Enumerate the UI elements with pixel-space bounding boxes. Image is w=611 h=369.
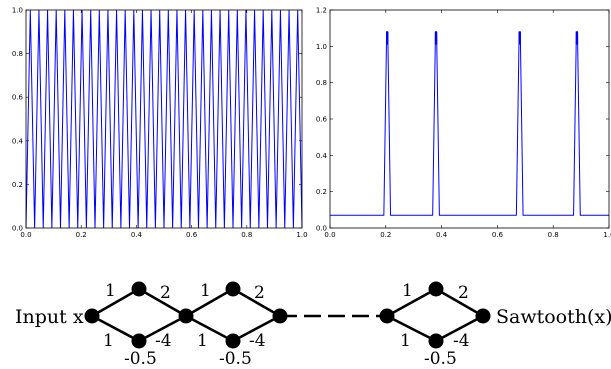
network-nodes xyxy=(84,281,491,349)
x-tick-label: 0.4 xyxy=(131,231,143,239)
sawtooth-series-line xyxy=(25,9,303,229)
plot-frame xyxy=(329,9,610,229)
y-tick-label: 0.6 xyxy=(12,94,24,102)
y-tick-label: 1.2 xyxy=(316,7,327,15)
network-edges xyxy=(91,287,484,343)
spike-series-line xyxy=(329,31,609,216)
x-tick-label: 0.6 xyxy=(186,231,198,239)
sawtooth-chart: 0.0 0.2 0.4 0.6 0.8 1.0 0.0 0.2 0.4 0.6 0.8 1.0 xyxy=(12,7,308,240)
network-diagram: Input x Sawtooth(x) 1 2 1 -4 -0.5 1 2 1 … xyxy=(15,281,611,369)
x-tick-label: 0.2 xyxy=(380,231,391,239)
y-tick-label: 0.8 xyxy=(316,79,327,87)
hidden-node-top xyxy=(428,281,444,297)
weight-top-out: 2 xyxy=(458,283,469,303)
x-tick-label: 1.0 xyxy=(603,231,611,239)
weight-bottom-in: 1 xyxy=(197,331,208,351)
y-tick-label: 0.2 xyxy=(12,181,23,189)
hidden-node-bottom xyxy=(428,333,444,349)
spike-chart: 0.0 0.2 0.4 0.6 0.8 1.0 0.0 0.2 0.4 0.6 0.8 1.0 1.2 xyxy=(316,7,611,240)
y-tick-label: 0.4 xyxy=(316,152,328,160)
y-tick-label: 0.6 xyxy=(316,116,328,124)
hidden-node-top xyxy=(131,281,147,297)
bias-label: -0.5 xyxy=(424,349,457,369)
x-tick-label: 0.8 xyxy=(241,231,252,239)
output-label: Sawtooth(x) xyxy=(496,306,611,328)
junction-node xyxy=(178,308,194,324)
x-tick-label: 0.2 xyxy=(76,231,87,239)
x-tick-label: 0.4 xyxy=(436,231,448,239)
x-tick-label: 0.0 xyxy=(324,231,335,239)
bias-label: -0.5 xyxy=(124,349,157,369)
y-tick-label: 0.2 xyxy=(316,188,327,196)
junction-node xyxy=(379,308,395,324)
bias-label: -0.5 xyxy=(219,349,252,369)
x-tick-label: 1.0 xyxy=(296,231,307,239)
junction-node xyxy=(272,308,288,324)
y-tick-label: 0.0 xyxy=(12,225,23,233)
weight-bottom-in: 1 xyxy=(103,331,114,351)
hidden-node-bottom xyxy=(131,333,147,349)
weight-top-out: 2 xyxy=(254,283,265,303)
weight-bottom-out: -4 xyxy=(453,331,470,351)
x-tick-label: 0.0 xyxy=(20,231,31,239)
hidden-node-top xyxy=(225,281,241,297)
y-tick-label: 1.0 xyxy=(316,43,327,51)
weight-bottom-out: -4 xyxy=(155,331,172,351)
y-tick-label: 0.8 xyxy=(12,50,23,58)
weight-top-in: 1 xyxy=(105,281,116,301)
weight-top-out: 2 xyxy=(160,283,171,303)
weight-top-in: 1 xyxy=(402,281,413,301)
x-tick-label: 0.6 xyxy=(492,231,504,239)
y-tick-label: 0.0 xyxy=(316,225,327,233)
input-label: Input x xyxy=(15,306,84,328)
weight-bottom-out: -4 xyxy=(249,331,266,351)
y-tick-label: 0.4 xyxy=(12,137,24,145)
input-node xyxy=(84,308,100,324)
plot-frame xyxy=(25,9,303,229)
hidden-node-bottom xyxy=(225,333,241,349)
weight-bottom-in: 1 xyxy=(400,331,411,351)
weight-top-in: 1 xyxy=(200,281,211,301)
y-tick-label: 1.0 xyxy=(12,7,23,15)
x-tick-label: 0.8 xyxy=(548,231,559,239)
output-node xyxy=(475,308,491,324)
